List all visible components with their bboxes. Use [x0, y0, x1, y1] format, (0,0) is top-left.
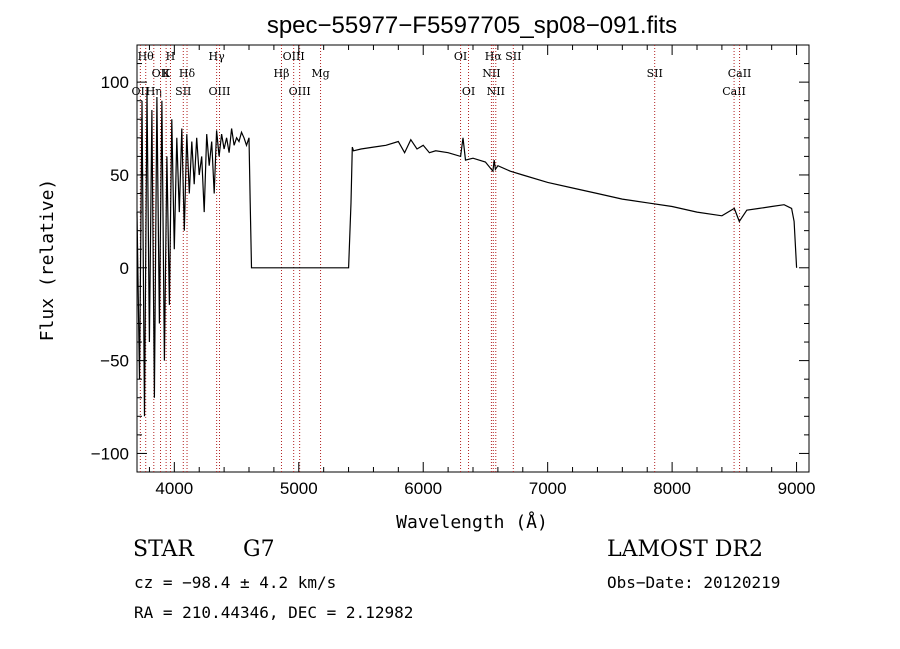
y-tick-label: 50	[110, 166, 129, 185]
line-marker-label: Hβ	[274, 67, 290, 80]
x-tick-label: 9000	[778, 479, 816, 498]
object-class: STAR	[133, 537, 194, 562]
line-marker-label: SII	[175, 85, 191, 98]
line-marker-label: Hη	[146, 85, 162, 98]
line-marker-label: NII	[482, 67, 500, 80]
y-axis-label: Flux (relative)	[37, 179, 58, 342]
coordinates: RA = 210.44346, DEC = 2.12982	[134, 603, 414, 622]
obs-date: Obs−Date: 20120219	[607, 573, 781, 592]
cz-value: cz = −98.4 ± 4.2 km/s	[134, 573, 337, 592]
x-axis-label: Wavelength (Å)	[396, 511, 548, 533]
y-tick-label: 100	[101, 73, 129, 92]
x-tick-label: 4000	[155, 479, 193, 498]
chart-title: spec−55977−F5597705_sp08−091.fits	[267, 12, 677, 39]
line-marker-label: NII	[487, 85, 505, 98]
x-tick-label: 5000	[280, 479, 318, 498]
line-marker-label: Hθ	[138, 50, 155, 63]
x-tick-label: 8000	[653, 479, 691, 498]
plot-frame	[136, 44, 810, 473]
line-marker-label: Hα	[485, 50, 503, 63]
y-tick-label: −50	[100, 352, 129, 371]
line-marker-label: OIII	[208, 85, 230, 98]
spectrum-series-line	[136, 91, 798, 417]
line-marker-label: SII	[505, 50, 521, 63]
line-marker-label: OI	[454, 50, 467, 63]
line-marker-label: SII	[647, 67, 663, 80]
line-marker-label: OIII	[283, 50, 305, 63]
line-marker-label: CaII	[722, 85, 746, 98]
object-subclass: G7	[243, 537, 275, 562]
y-tick-label: −100	[91, 444, 129, 463]
y-tick-label: 0	[120, 259, 129, 278]
line-marker-label: H	[166, 50, 176, 63]
axis-ticks: 4000 5000 6000 7000 8000 9000 −100 −50 0 50 100	[91, 45, 816, 498]
line-marker-label: K	[162, 67, 171, 80]
line-marker-label: OII	[152, 67, 170, 80]
line-marker-label: OI	[462, 85, 475, 98]
emission-line-markers: OIIHθHηOIIKHSIIHδHγOIIIHβOIIIOIIIMgOIOIN…	[132, 45, 752, 472]
x-tick-label: 6000	[404, 479, 442, 498]
line-marker-label: Hγ	[209, 50, 226, 63]
x-tick-label: 7000	[529, 479, 567, 498]
line-marker-label: Mg	[311, 67, 329, 80]
line-marker-label: Hδ	[179, 67, 196, 80]
line-marker-label: OII	[132, 85, 150, 98]
survey-name: LAMOST DR2	[607, 537, 763, 562]
line-marker-label: CaII	[728, 67, 752, 80]
line-marker-label: OIII	[289, 85, 311, 98]
